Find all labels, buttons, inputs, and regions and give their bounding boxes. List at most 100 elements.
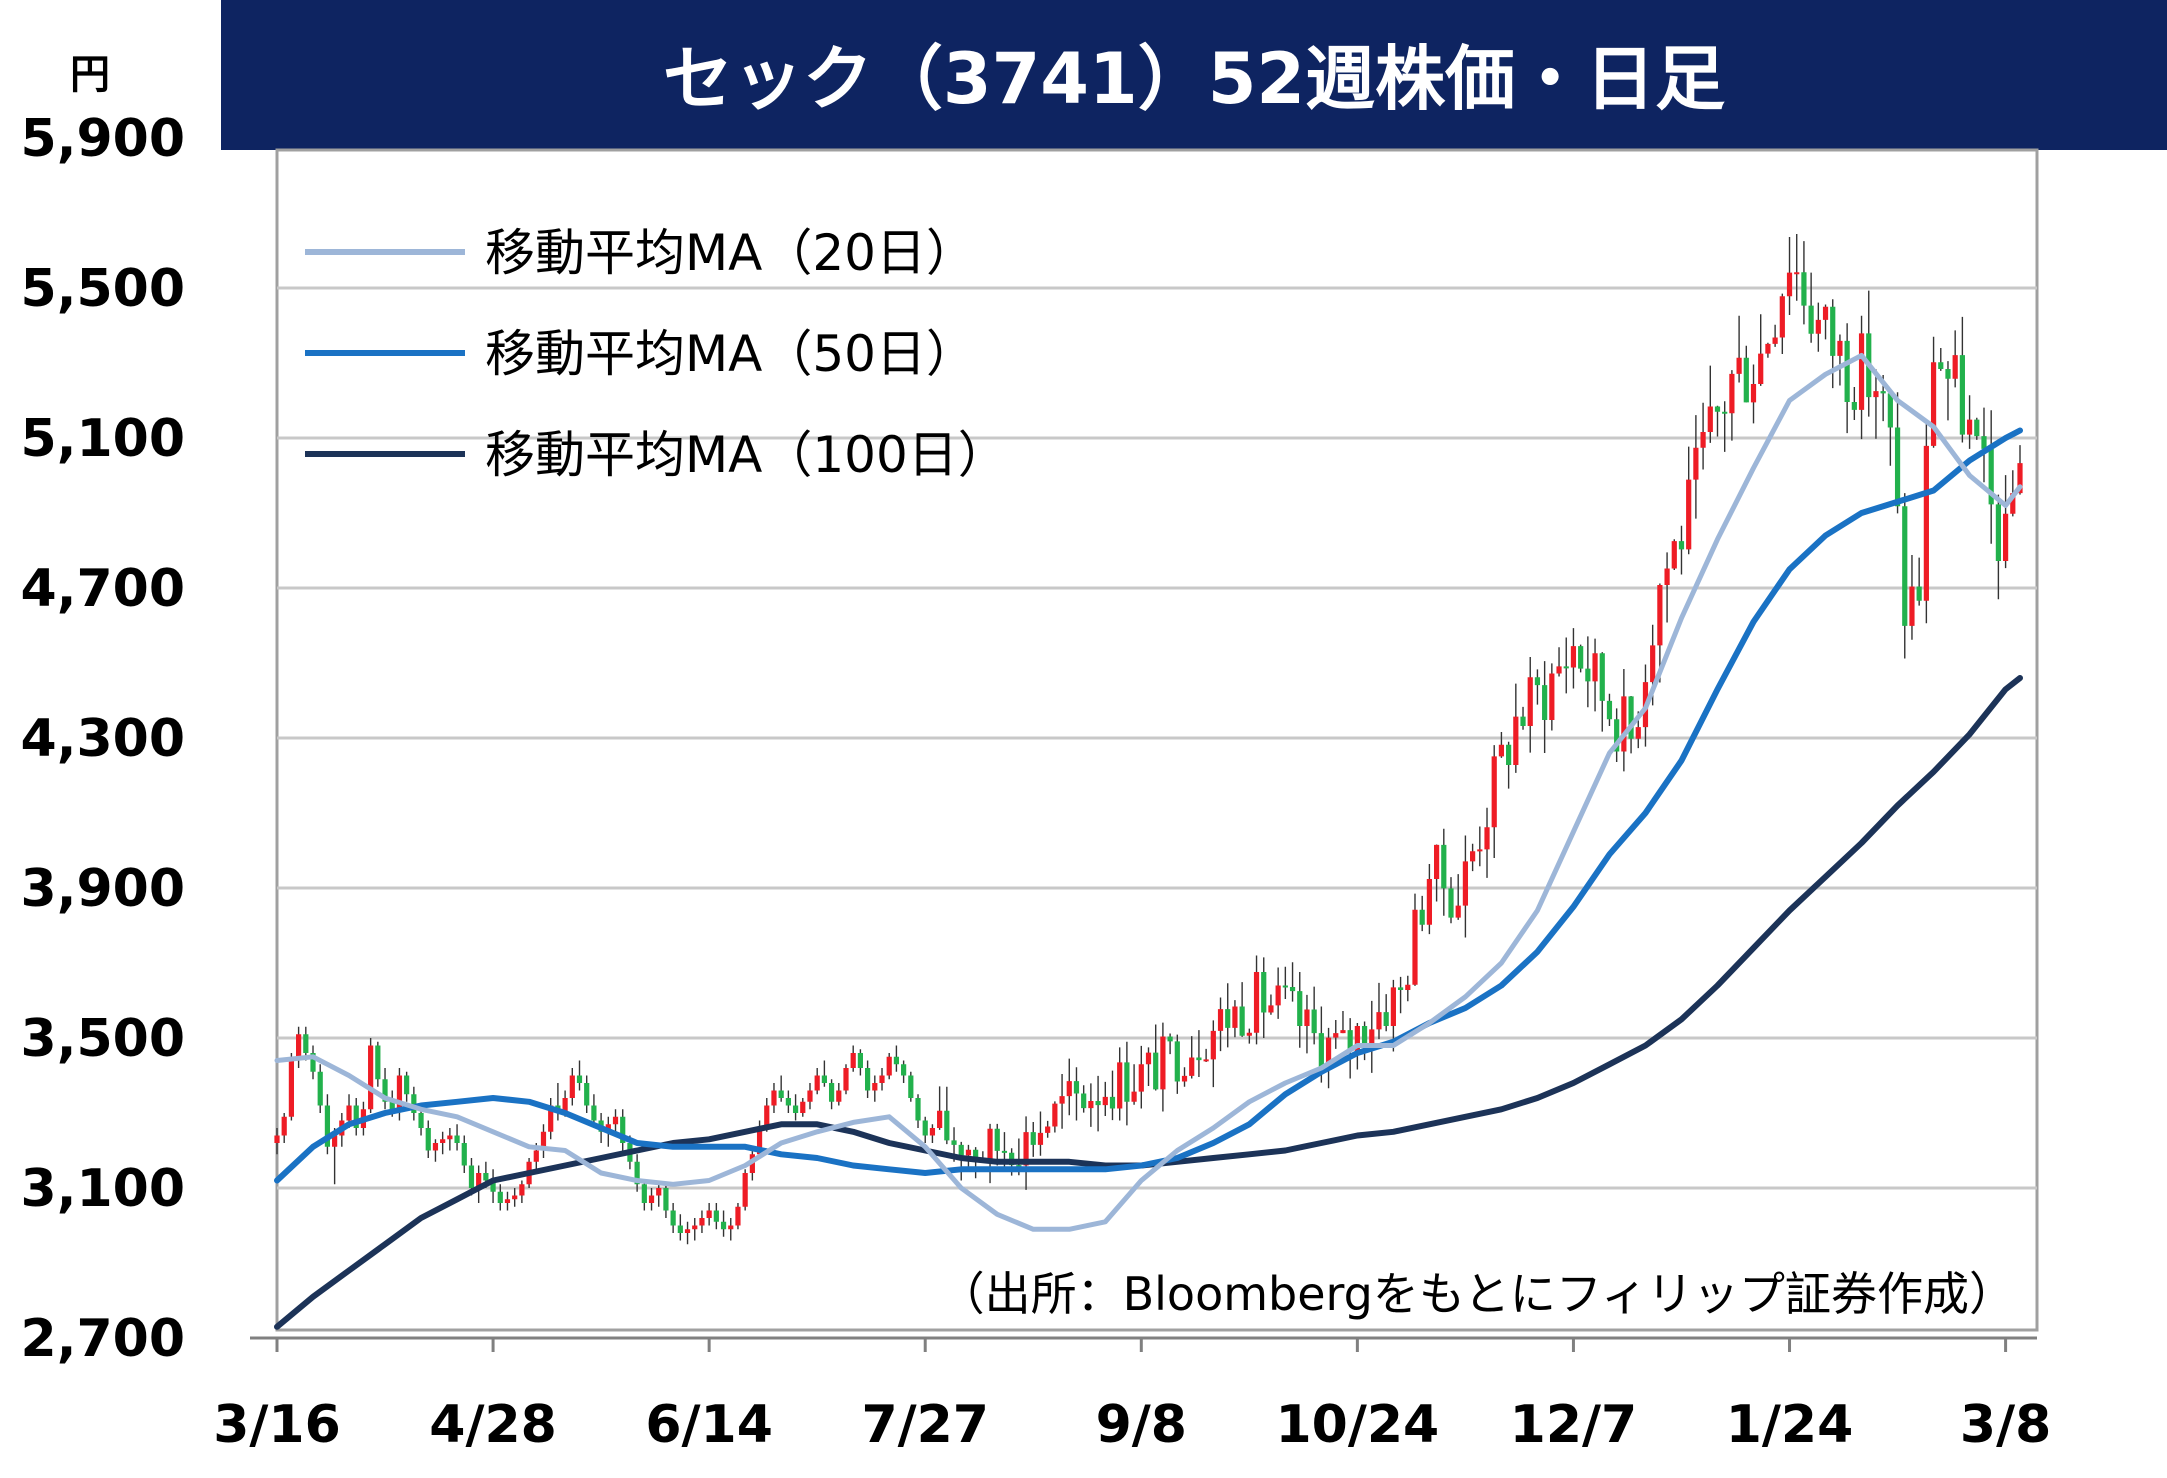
candle	[1815, 302, 1821, 352]
candle	[1484, 807, 1490, 878]
candle	[1938, 348, 1944, 371]
candle	[958, 1141, 964, 1181]
candle	[1167, 1033, 1173, 1055]
candle	[800, 1098, 806, 1117]
candle	[785, 1090, 791, 1113]
candle	[1261, 957, 1267, 1038]
candle	[1045, 1120, 1051, 1138]
candle	[634, 1154, 640, 1192]
candle	[1369, 1000, 1375, 1073]
candle	[1722, 401, 1728, 452]
candle	[447, 1128, 453, 1151]
candle	[821, 1060, 827, 1087]
candle	[490, 1169, 496, 1203]
candle	[1671, 539, 1677, 570]
candle	[1686, 446, 1692, 555]
candle	[1520, 706, 1526, 730]
candle	[1383, 994, 1389, 1032]
candle	[540, 1124, 547, 1158]
candle	[1448, 877, 1454, 924]
x-tick-label: 4/28	[429, 1395, 557, 1455]
candle	[771, 1083, 777, 1113]
candle	[1066, 1058, 1072, 1116]
candle	[713, 1203, 719, 1230]
candle	[1117, 1047, 1123, 1121]
legend-label-ma20: 移動平均MA（20日）	[485, 224, 976, 282]
candle	[512, 1188, 518, 1207]
candle	[332, 1128, 338, 1185]
candle	[1700, 402, 1706, 470]
candle	[368, 1038, 374, 1113]
candle	[1052, 1101, 1058, 1133]
candle	[677, 1214, 683, 1241]
candle	[735, 1203, 741, 1230]
candle	[476, 1165, 482, 1203]
candle	[1570, 628, 1577, 689]
x-tick-label: 12/7	[1510, 1395, 1638, 1455]
candle	[1556, 647, 1562, 677]
candle	[1470, 843, 1476, 872]
candle	[872, 1075, 878, 1102]
y-tick-label: 5,900	[21, 109, 185, 169]
x-tick-label: 7/27	[861, 1395, 989, 1455]
candle	[973, 1147, 979, 1179]
candle	[1909, 555, 1915, 640]
candle	[1916, 557, 1922, 606]
candle	[1621, 669, 1627, 772]
candle	[1549, 663, 1555, 731]
candle	[432, 1139, 439, 1162]
candle	[317, 1064, 323, 1113]
candle	[1866, 290, 1872, 417]
candle	[1923, 424, 1929, 624]
candle	[692, 1218, 698, 1241]
candle	[548, 1098, 554, 1140]
x-axis-ticks: 3/16 4/28 6/14 7/27 9/8 10/24 12/7 1/24 3/8	[213, 1338, 2051, 1455]
candle	[1268, 994, 1274, 1015]
legend: 移動平均MA（20日） 移動平均MA（50日） 移動平均MA（100日）	[305, 224, 1008, 484]
candle	[879, 1068, 885, 1091]
candle	[836, 1083, 842, 1106]
candle	[1477, 826, 1483, 867]
y-tick-label: 3,100	[21, 1159, 185, 1219]
candle	[1189, 1036, 1195, 1079]
candle	[1037, 1111, 1044, 1156]
candle	[1153, 1024, 1159, 1091]
candle	[1433, 844, 1440, 902]
y-tick-label: 5,100	[21, 409, 185, 469]
candle	[1902, 493, 1908, 659]
candle	[1333, 1020, 1339, 1049]
candle	[1750, 364, 1757, 424]
candle	[814, 1068, 820, 1095]
candle	[1311, 986, 1317, 1045]
candle	[1729, 370, 1735, 441]
candle	[641, 1180, 647, 1211]
candle	[382, 1068, 388, 1110]
candle	[1743, 345, 1749, 403]
legend-label-ma100: 移動平均MA（100日）	[485, 426, 1008, 484]
candle	[555, 1083, 561, 1121]
candle	[1073, 1067, 1080, 1121]
candle	[1304, 994, 1310, 1054]
candle	[1282, 966, 1288, 999]
candle	[504, 1191, 511, 1211]
y-tick-label: 2,700	[21, 1309, 185, 1369]
candle	[2002, 475, 2009, 569]
candle	[1397, 976, 1404, 1014]
candle	[1419, 895, 1425, 932]
y-tick-label: 4,300	[21, 709, 185, 769]
candle	[1801, 241, 1807, 325]
candle	[1830, 299, 1836, 389]
candle	[1275, 967, 1281, 1019]
candle	[1340, 1011, 1346, 1034]
candle	[1786, 237, 1793, 315]
candle	[1966, 395, 1973, 449]
candle	[1693, 415, 1699, 519]
candle	[1945, 361, 1951, 421]
candle	[706, 1203, 712, 1226]
candlesticks	[274, 234, 2023, 1245]
candle	[1851, 387, 1857, 420]
ma50-line	[274, 427, 2023, 1184]
candle	[1102, 1081, 1108, 1116]
candle	[1405, 975, 1411, 1002]
legend-label-ma50: 移動平均MA（50日）	[485, 325, 976, 383]
